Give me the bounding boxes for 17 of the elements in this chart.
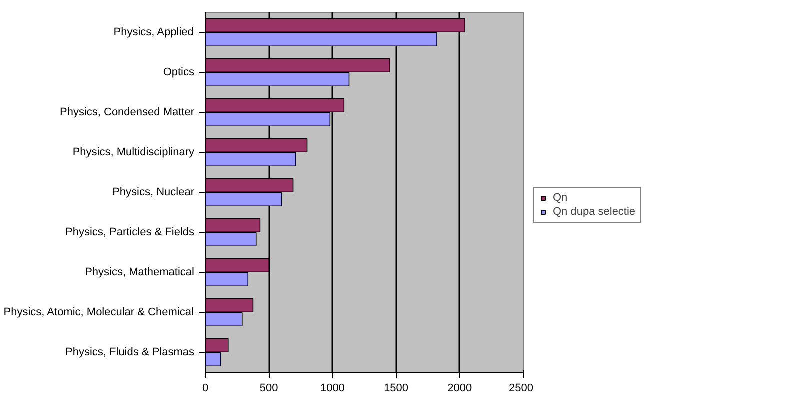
x-tick-label: 2500 — [509, 382, 534, 394]
y-tick-label: Optics — [163, 66, 195, 78]
legend-label: Qn — [553, 192, 569, 204]
x-tick-label: 500 — [260, 382, 278, 394]
y-tick-label: Physics, Condensed Matter — [60, 106, 195, 118]
y-tick-label: Physics, Mathematical — [85, 266, 195, 278]
y-tick-label: Physics, Nuclear — [112, 186, 195, 198]
x-tick-label: 1000 — [320, 382, 345, 394]
y-tick-label: Physics, Applied — [114, 26, 194, 38]
x-tick-label: 0 — [202, 382, 209, 394]
legend-label: Qn dupa selectie — [553, 206, 636, 218]
x-tick-label: 2000 — [448, 382, 472, 394]
x-tick-label: 1500 — [384, 382, 409, 394]
y-tick-label: Physics, Particles & Fields — [66, 226, 195, 238]
y-tick-label: Physics, Fluids & Plasmas — [66, 346, 195, 358]
y-tick-label: Physics, Multidisciplinary — [72, 146, 195, 158]
y-tick-label: Physics, Atomic, Molecular & Chemical — [4, 306, 194, 318]
